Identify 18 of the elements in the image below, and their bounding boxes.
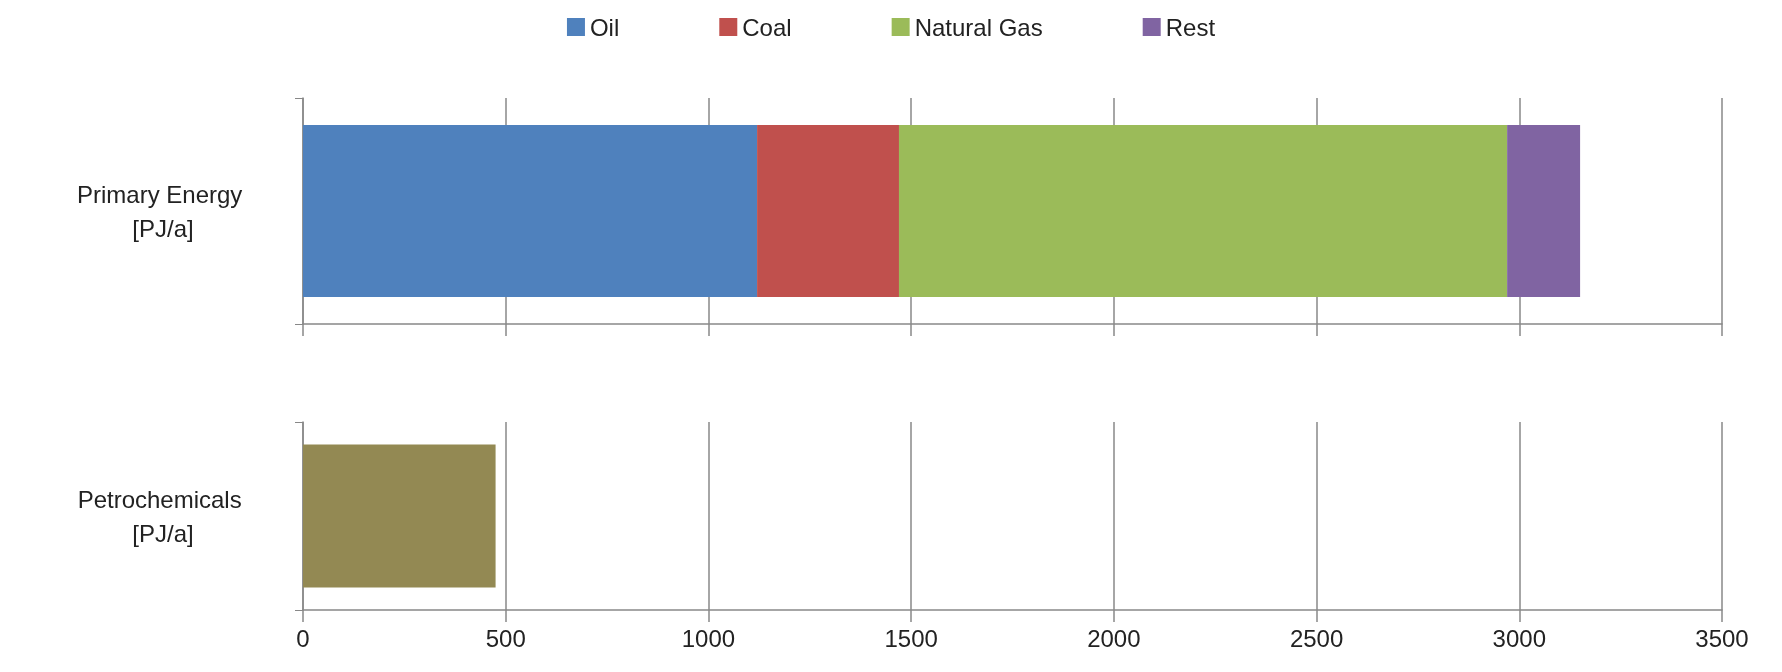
legend-label: Rest: [1165, 13, 1216, 41]
x-tick-label: 2500: [1289, 624, 1344, 652]
x-tick-label: 1000: [681, 624, 736, 652]
bar: [303, 125, 758, 297]
legend-label: Coal: [742, 13, 792, 41]
y-tick-label: Primary Energy [PJ/a]: [76, 180, 250, 242]
legend-label: Natural Gas: [914, 13, 1043, 41]
x-tick-label: 2000: [1087, 624, 1141, 652]
x-tick-label: 500: [485, 624, 526, 652]
x-tick-label: 1500: [884, 624, 938, 652]
x-tick-label: 0: [296, 624, 310, 652]
x-tick-label: 3000: [1492, 624, 1546, 652]
bar: [898, 125, 1508, 297]
x-tick-label: 3500: [1695, 624, 1749, 652]
bar: [1507, 125, 1581, 297]
bar: [757, 125, 899, 297]
legend-label: Oil: [589, 13, 620, 41]
y-tick-label: Petrochemicals [PJ/a]: [77, 485, 249, 547]
